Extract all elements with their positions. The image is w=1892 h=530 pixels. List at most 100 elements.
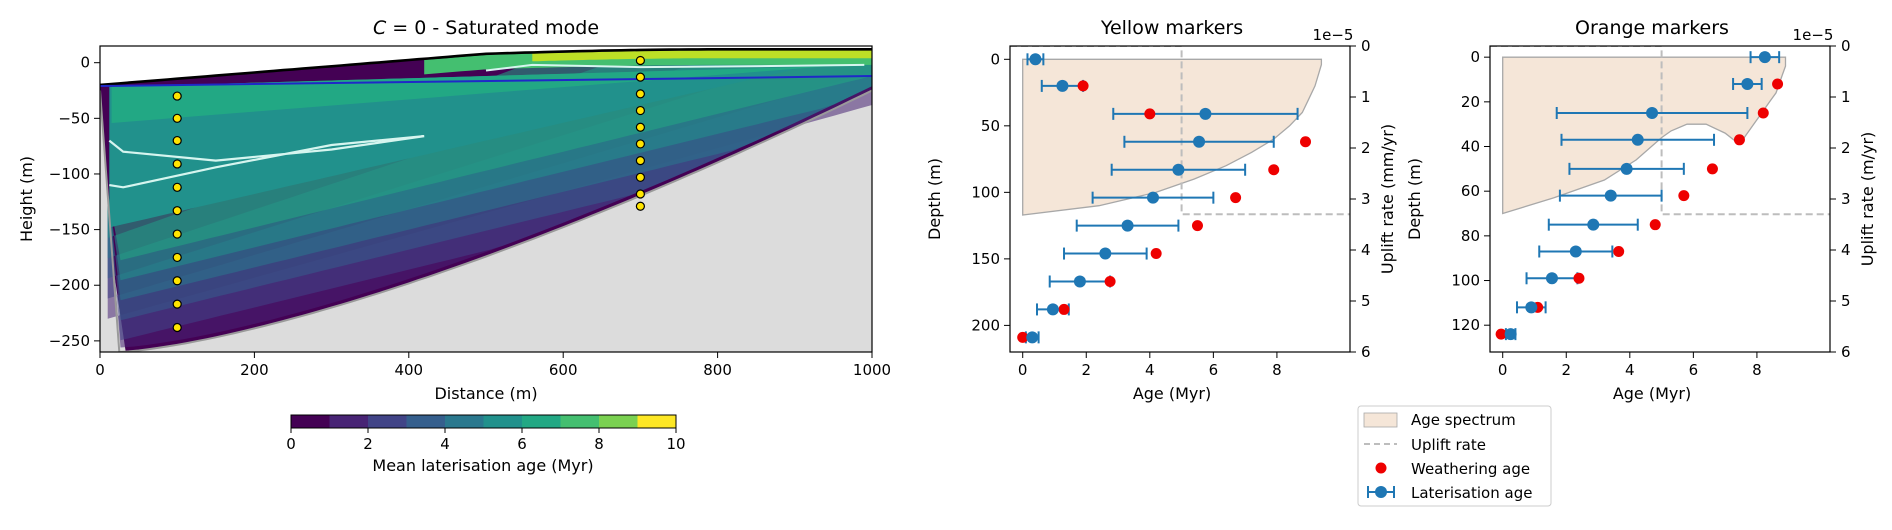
profile-marker-1-7 bbox=[172, 229, 182, 239]
colorbar-cell-7 bbox=[522, 415, 561, 428]
cross-section-xlabel: Distance (m) bbox=[434, 384, 537, 403]
y-tick-label: 120 bbox=[1451, 316, 1480, 334]
colorbar-cell-9 bbox=[599, 415, 638, 428]
laterisation-age-point-6 bbox=[1146, 191, 1159, 204]
laterisation-age-point-9 bbox=[1073, 275, 1086, 288]
y2-tick-label: 1 bbox=[1361, 88, 1371, 106]
laterisation-age-point-1 bbox=[1758, 51, 1771, 64]
y2-tick-label: 5 bbox=[1361, 292, 1371, 310]
x-tick-label: 200 bbox=[240, 361, 269, 379]
laterisation-age-point-1 bbox=[1029, 53, 1042, 66]
laterisation-age-point-10 bbox=[1525, 301, 1538, 314]
y-tick-label: 150 bbox=[971, 250, 1000, 268]
profile-marker-1-6 bbox=[172, 206, 182, 216]
y-tick-label: −100 bbox=[49, 165, 90, 183]
y2-tick-label: 4 bbox=[1361, 241, 1371, 259]
yellow-axes: 0 2 4 6 8 0 50 100 150 200 0 1 2 3 4 5 6 bbox=[971, 37, 1370, 379]
y-tick-label: 100 bbox=[1451, 272, 1480, 290]
x-tick-label: 1000 bbox=[853, 361, 891, 379]
legend-weathering-swatch bbox=[1375, 462, 1387, 474]
orange-plot-area bbox=[1490, 46, 1830, 216]
cross-section-plot-area bbox=[100, 46, 872, 352]
weathering-age-point-5 bbox=[1678, 190, 1690, 202]
age-band-young bbox=[532, 50, 872, 62]
colorbar: 0 2 4 6 8 10 Mean laterisation age (Myr) bbox=[286, 414, 686, 475]
colorbar-tick-label: 2 bbox=[363, 435, 373, 453]
profile-marker-1-2 bbox=[172, 113, 182, 123]
yellow-xlabel: Age (Myr) bbox=[1133, 384, 1211, 403]
orange-markers-panel: Orange markers 1e−5 0 2 4 6 8020406080100120… bbox=[1405, 17, 1877, 403]
yellow-ylabel: Depth (m) bbox=[925, 158, 944, 240]
profile-marker-2-3 bbox=[635, 89, 646, 99]
yellow-marks bbox=[1017, 53, 1312, 344]
profile-marker-2-4 bbox=[635, 105, 646, 116]
colorbar-cell-5 bbox=[445, 415, 484, 428]
laterisation-age-point-3 bbox=[1646, 107, 1659, 120]
laterisation-age-point-4 bbox=[1631, 133, 1644, 146]
age-spectrum-area bbox=[1022, 58, 1323, 216]
x-tick-label: 0 bbox=[1498, 361, 1508, 379]
weathering-age-point-1 bbox=[1077, 80, 1089, 92]
yellow-markers-panel: Yellow markers 1e−5 0 2 4 6 8 0 50 100 150 200 0 1 2… bbox=[925, 17, 1397, 403]
profile-marker-1-4 bbox=[172, 159, 182, 169]
profile-marker-2-7 bbox=[635, 156, 646, 166]
weathering-age-point-7 bbox=[1613, 245, 1625, 257]
colorbar-tick-label: 0 bbox=[286, 435, 296, 453]
profile-marker-1-5 bbox=[172, 182, 182, 192]
weathering-age-point-4 bbox=[1268, 164, 1280, 176]
colorbar-tick-label: 10 bbox=[666, 435, 685, 453]
yellow-y2label: Uplift rate (mm/yr) bbox=[1378, 124, 1397, 274]
legend-age-spectrum-swatch bbox=[1363, 412, 1398, 428]
y-tick-label: 0 bbox=[990, 50, 1000, 68]
water-table-line bbox=[100, 75, 872, 88]
y2-tick-label: 0 bbox=[1361, 37, 1371, 55]
y-tick-label: 0 bbox=[80, 54, 90, 72]
weathering-age-point-6 bbox=[1649, 219, 1661, 231]
colorbar-cell-2 bbox=[329, 415, 369, 428]
x-tick-label: 6 bbox=[1689, 361, 1699, 379]
weathering-age-point-10 bbox=[1495, 328, 1507, 340]
profile-marker-1-1 bbox=[172, 91, 182, 101]
yellow-offset-label: 1e−5 bbox=[1313, 26, 1354, 44]
colorbar-tick-label: 8 bbox=[594, 435, 604, 453]
orange-ylabel: Depth (m) bbox=[1405, 158, 1424, 240]
age-contour-lower bbox=[108, 135, 425, 189]
colorbar-cell-8 bbox=[560, 415, 600, 428]
colorbar-label: Mean laterisation age (Myr) bbox=[372, 456, 593, 475]
x-tick-label: 2 bbox=[1561, 361, 1571, 379]
profile-marker-2-8 bbox=[635, 172, 646, 182]
profile-marker-2-10 bbox=[635, 201, 646, 211]
profile-marker-1-8 bbox=[172, 252, 182, 263]
weathering-age-point-6 bbox=[1191, 220, 1203, 232]
laterisation-age-point-9 bbox=[1545, 272, 1558, 285]
profile-marker-2-5 bbox=[635, 122, 646, 132]
x-tick-label: 6 bbox=[1209, 361, 1219, 379]
cross-section-panel: C = 0 - Saturated mode 0 200 400 600 800 1000… bbox=[17, 17, 891, 403]
laterisation-age-point-11 bbox=[1504, 328, 1517, 341]
weathering-age-point-9 bbox=[1058, 303, 1070, 315]
y2-tick-label: 3 bbox=[1841, 190, 1851, 208]
profile-marker-1-9 bbox=[172, 276, 182, 286]
y-tick-label: −50 bbox=[58, 109, 90, 127]
y2-tick-label: 2 bbox=[1841, 139, 1851, 157]
y-tick-label: −150 bbox=[49, 221, 90, 239]
laterisation-age-point-5 bbox=[1620, 162, 1633, 175]
y-tick-label: −200 bbox=[49, 276, 90, 294]
x-tick-label: 8 bbox=[1272, 361, 1282, 379]
weathering-age-point-7 bbox=[1150, 248, 1162, 260]
profile-marker-2-1 bbox=[635, 55, 646, 66]
profile-marker-2-6 bbox=[635, 139, 646, 149]
legend: Age spectrum Uplift rate Weathering age … bbox=[1357, 405, 1552, 507]
cross-section-ylabel: Height (m) bbox=[17, 156, 36, 242]
weathering-age-point-10 bbox=[1017, 331, 1029, 343]
y-tick-label: −250 bbox=[49, 332, 90, 350]
laterisation-age-point-10 bbox=[1046, 303, 1059, 316]
y2-tick-label: 0 bbox=[1841, 37, 1851, 55]
legend-weathering-label: Weathering age bbox=[1411, 460, 1530, 478]
age-contour-upper bbox=[485, 63, 865, 72]
profile-marker-1-10 bbox=[172, 299, 182, 309]
weathering-age-point-8 bbox=[1104, 275, 1116, 287]
y2-tick-label: 6 bbox=[1841, 343, 1851, 361]
colorbar-cells bbox=[291, 415, 677, 428]
